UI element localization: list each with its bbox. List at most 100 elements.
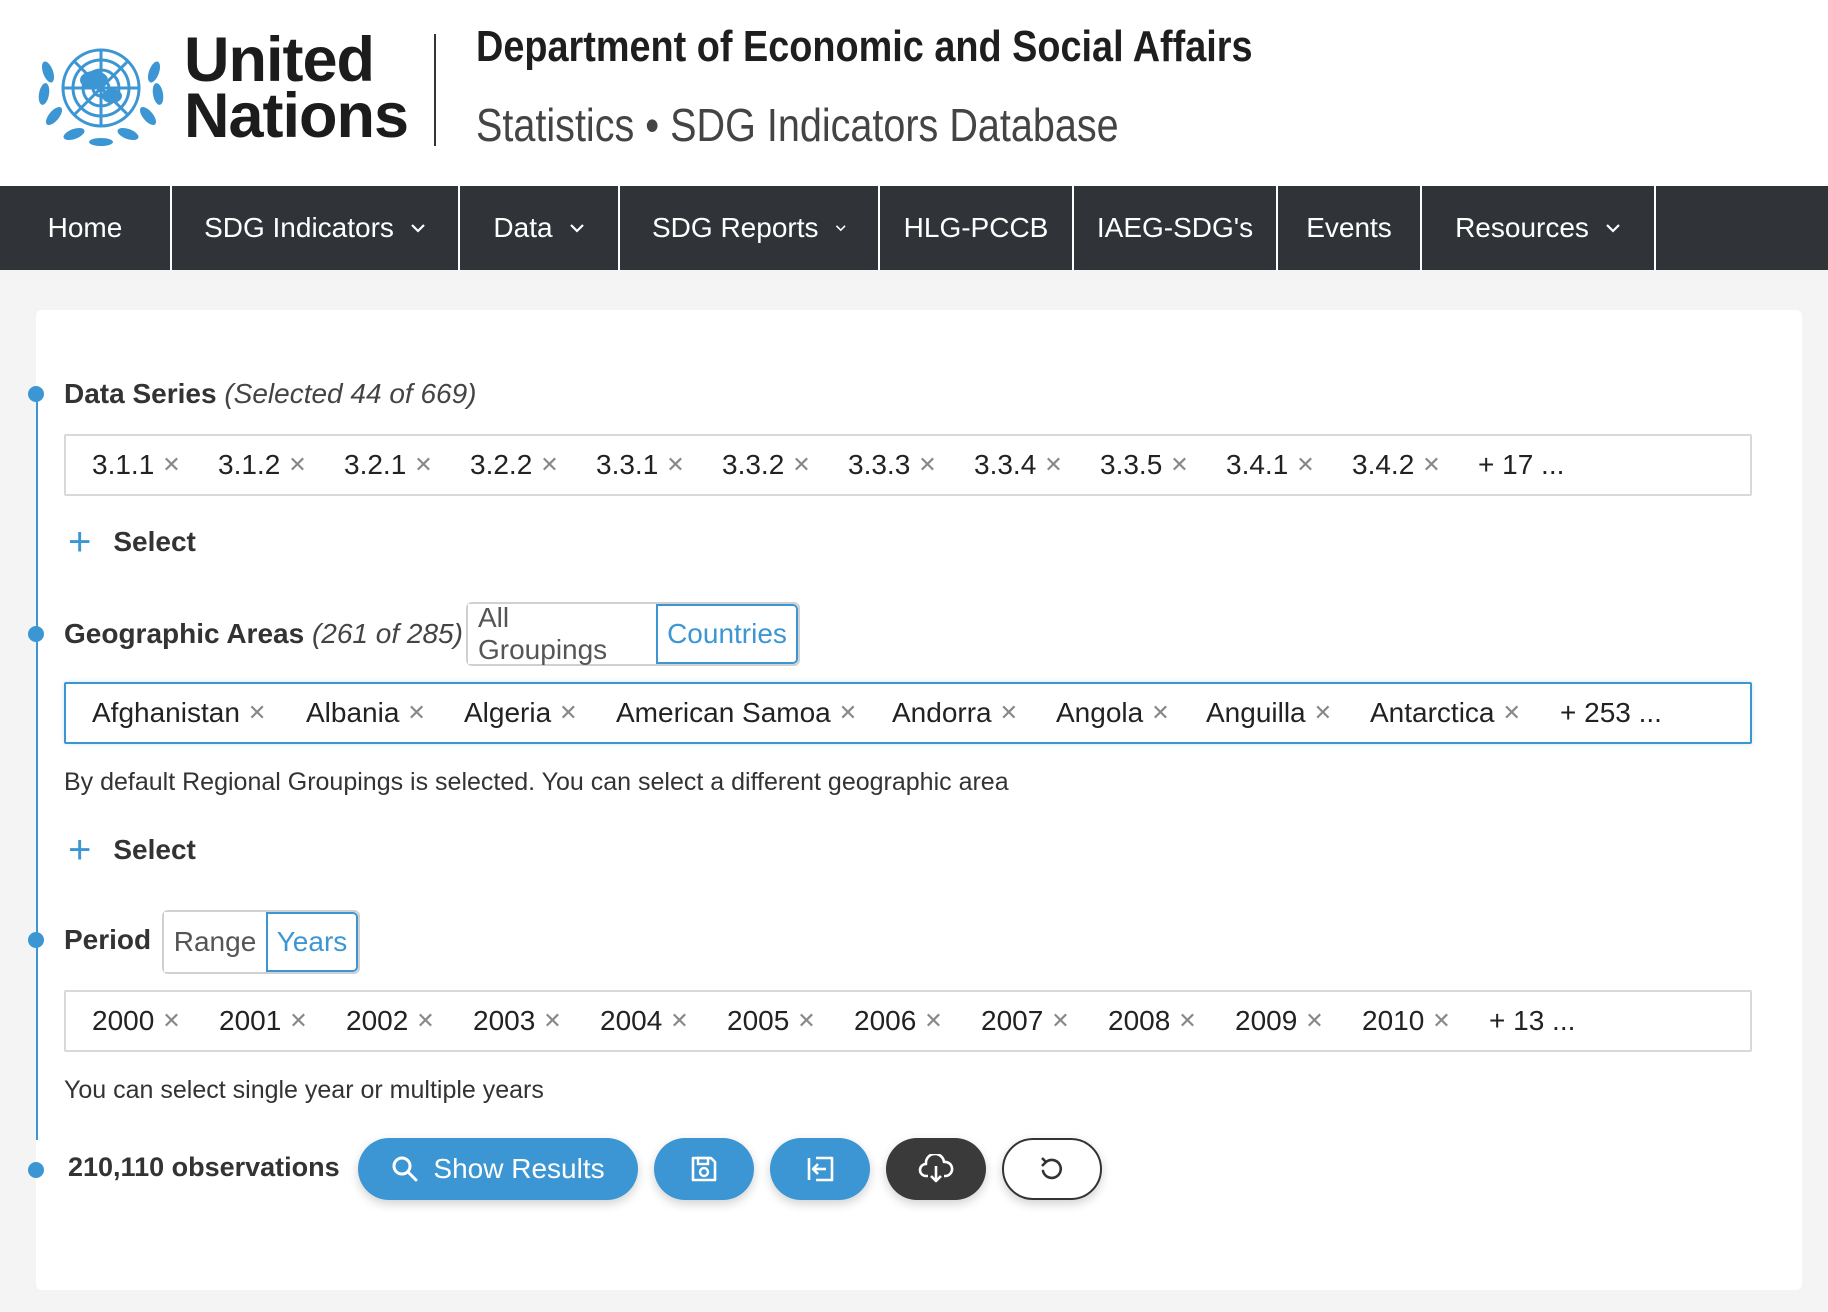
nav-iaeg-sdgs[interactable]: IAEG-SDG's [1074, 186, 1278, 270]
nav-hlg-pccb[interactable]: HLG-PCCB [880, 186, 1074, 270]
period-toggle: Range Years [162, 910, 360, 974]
nav-events-label: Events [1306, 212, 1392, 243]
remove-icon[interactable]: ✕ [1432, 1008, 1451, 1033]
series-more-count[interactable]: + 17 ... [1478, 449, 1565, 480]
remove-icon[interactable]: ✕ [414, 452, 433, 477]
remove-icon[interactable]: ✕ [838, 700, 858, 725]
geo-chip-label: American Samoa [616, 697, 831, 728]
remove-icon[interactable]: ✕ [162, 1008, 181, 1033]
series-chip-label: 3.4.1 [1226, 449, 1289, 480]
main-nav: Home SDG Indicators Data SDG Reports HLG… [0, 186, 1828, 270]
header-divider [434, 34, 436, 146]
brand-line-2: Nations [184, 81, 409, 151]
remove-icon[interactable]: ✕ [407, 700, 426, 725]
series-chip: 3.2.2 ✕ [470, 449, 596, 481]
nav-sdg-reports[interactable]: SDG Reports [620, 186, 880, 270]
reset-button[interactable] [1002, 1138, 1102, 1200]
geographic-areas-selector[interactable]: Afghanistan ✕ Albania ✕ Algeria ✕ American … [64, 682, 1752, 744]
brand-wordmark[interactable]: United Nations [184, 29, 409, 151]
remove-icon[interactable]: ✕ [918, 452, 937, 477]
year-chip: 2001 ✕ [219, 1005, 346, 1037]
year-chip-label: 2003 [473, 1005, 536, 1036]
timeline-dot [28, 1162, 44, 1178]
toggle-countries[interactable]: Countries [656, 604, 798, 664]
remove-icon[interactable]: ✕ [288, 452, 307, 477]
series-chip-label: 3.3.2 [722, 449, 785, 480]
data-series-label: Data Series [64, 378, 217, 409]
remove-icon[interactable]: ✕ [289, 1008, 308, 1033]
remove-icon[interactable]: ✕ [559, 700, 578, 725]
nav-data[interactable]: Data [460, 186, 620, 270]
download-button[interactable] [886, 1138, 986, 1200]
year-chip: 2000 ✕ [92, 1005, 219, 1037]
geo-chip-label: Afghanistan [92, 697, 240, 728]
site-header: United Nations Department of Economic an… [0, 0, 1828, 186]
geo-more-count[interactable]: + 253 ... [1560, 697, 1662, 728]
remove-icon[interactable]: ✕ [792, 452, 811, 477]
nav-sdg-reports-label: SDG Reports [652, 212, 819, 243]
remove-icon[interactable]: ✕ [416, 1008, 435, 1033]
data-series-selector[interactable]: 3.1.1 ✕ 3.1.2 ✕ 3.2.1 ✕ 3.2.2 ✕ 3.3.1 ✕ 3.3.2… [64, 434, 1752, 496]
remove-icon[interactable]: ✕ [1502, 700, 1521, 725]
remove-icon[interactable]: ✕ [1422, 452, 1441, 477]
geographic-areas-heading: Geographic Areas (261 of 285) [64, 618, 463, 650]
geo-chip-label: Angola [1056, 697, 1144, 728]
remove-icon[interactable]: ✕ [670, 1008, 689, 1033]
show-results-button[interactable]: Show Results [358, 1138, 638, 1200]
un-emblem-icon[interactable] [34, 32, 168, 150]
remove-icon[interactable]: ✕ [1044, 452, 1063, 477]
geo-select-label: Select [113, 834, 196, 865]
series-chip-label: 3.3.5 [1100, 449, 1163, 480]
remove-icon[interactable]: ✕ [1313, 700, 1333, 725]
geo-chip: Andorra ✕ [892, 697, 1056, 729]
remove-icon[interactable]: ✕ [1178, 1008, 1197, 1033]
year-chip: 2007 ✕ [981, 1005, 1108, 1037]
remove-icon[interactable]: ✕ [797, 1008, 816, 1033]
year-chip-label: 2005 [727, 1005, 790, 1036]
export-button[interactable] [770, 1138, 870, 1200]
remove-icon[interactable]: ✕ [543, 1008, 562, 1033]
timeline-line [36, 394, 38, 1140]
geo-chip-label: Algeria [464, 697, 552, 728]
geo-chip: Albania ✕ [306, 697, 464, 729]
period-help-text: You can select single year or multiple y… [64, 1076, 544, 1104]
toggle-years[interactable]: Years [266, 912, 358, 972]
timeline-dot [28, 626, 44, 642]
series-chip: 3.4.2 ✕ [1352, 449, 1478, 481]
data-series-select-button[interactable]: + Select [68, 522, 196, 562]
remove-icon[interactable]: ✕ [999, 700, 1019, 725]
year-chip-label: 2004 [600, 1005, 663, 1036]
geo-toggle: All Groupings Countries [466, 602, 800, 666]
remove-icon[interactable]: ✕ [1296, 452, 1315, 477]
nav-resources[interactable]: Resources [1422, 186, 1656, 270]
geo-chip: Afghanistan ✕ [92, 697, 306, 729]
cloud-download-icon [918, 1154, 954, 1183]
year-more-count[interactable]: + 13 ... [1489, 1005, 1576, 1036]
remove-icon[interactable]: ✕ [247, 700, 267, 725]
nav-sdg-indicators[interactable]: SDG Indicators [172, 186, 460, 270]
geo-select-button[interactable]: + Select [68, 830, 196, 870]
remove-icon[interactable]: ✕ [924, 1008, 943, 1033]
remove-icon[interactable]: ✕ [1305, 1008, 1324, 1033]
data-series-select-label: Select [113, 526, 196, 557]
toggle-all-groupings[interactable]: All Groupings [468, 602, 656, 665]
remove-icon[interactable]: ✕ [1151, 700, 1170, 725]
export-icon [807, 1156, 834, 1182]
year-chip: 2003 ✕ [473, 1005, 600, 1037]
remove-icon[interactable]: ✕ [162, 452, 181, 477]
remove-icon[interactable]: ✕ [1170, 452, 1189, 477]
remove-icon[interactable]: ✕ [666, 452, 685, 477]
nav-home[interactable]: Home [0, 186, 172, 270]
nav-events[interactable]: Events [1278, 186, 1422, 270]
remove-icon[interactable]: ✕ [1051, 1008, 1070, 1033]
period-selector[interactable]: 2000 ✕ 2001 ✕ 2002 ✕ 2003 ✕ 2004 ✕ 2005 ✕ 2006… [64, 990, 1752, 1052]
geo-chip: American Samoa ✕ [616, 697, 892, 729]
series-chip: 3.3.3 ✕ [848, 449, 974, 481]
series-chip-label: 3.3.4 [974, 449, 1037, 480]
department-subtitle: Statistics • SDG Indicators Database [476, 99, 1119, 151]
save-button[interactable] [654, 1138, 754, 1200]
geo-chip-label: Anguilla [1206, 697, 1306, 728]
geo-chip: Algeria ✕ [464, 697, 616, 729]
toggle-range[interactable]: Range [164, 912, 266, 972]
remove-icon[interactable]: ✕ [540, 452, 559, 477]
